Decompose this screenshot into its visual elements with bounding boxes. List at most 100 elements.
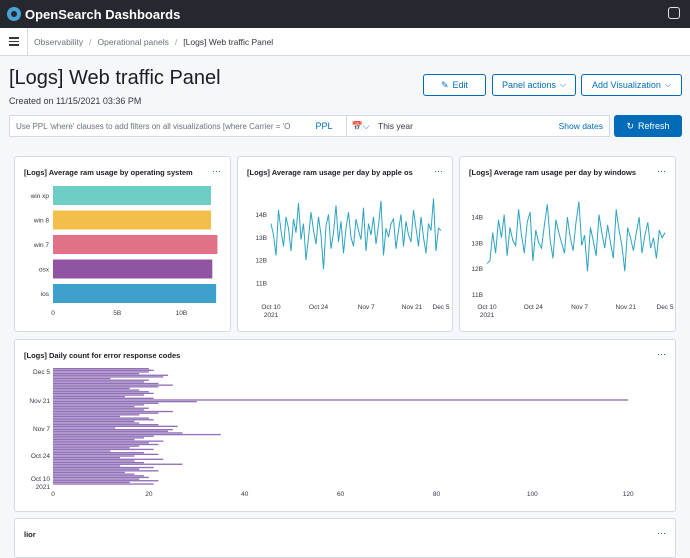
x-tick-label: Dec 5 <box>657 304 674 311</box>
error-count-bar <box>53 376 164 378</box>
error-count-bar <box>53 371 149 373</box>
help-icon[interactable] <box>668 7 680 19</box>
page-title: [Logs] Web traffic Panel <box>9 67 221 89</box>
error-count-bar <box>53 386 159 388</box>
panel-options-icon[interactable]: ⋯ <box>657 349 667 359</box>
breadcrumb-operational-panels[interactable]: Operational panels <box>97 36 169 47</box>
panel-title: [Logs] Average ram usage per day by wind… <box>469 168 636 177</box>
refresh-icon: ↻ <box>626 120 635 131</box>
panel-options-icon[interactable]: ⋯ <box>657 166 667 176</box>
add-visualization-button[interactable]: Add Visualization ⌵ <box>581 74 682 96</box>
panel-title: [Logs] Daily count for error response co… <box>24 351 181 360</box>
pencil-icon: ✎ <box>440 79 449 90</box>
x-tick-label: 2021 <box>480 312 495 319</box>
error-count-bar <box>53 461 145 464</box>
error-count-bar <box>53 394 145 396</box>
refresh-button[interactable]: ↻ Refresh <box>614 115 682 137</box>
category-label: ios <box>41 291 50 298</box>
breadcrumb-separator: / <box>174 36 178 47</box>
error-count-bar <box>53 417 149 419</box>
panel-lior: lior ⋯ <box>14 518 676 558</box>
bar-win-8 <box>53 210 212 230</box>
category-label: win xp <box>30 193 50 200</box>
opensearch-logo-icon <box>7 7 21 21</box>
x-tick-label: 60 <box>337 491 345 498</box>
error-count-bar <box>53 447 130 449</box>
error-count-bar <box>53 476 149 479</box>
y-tick-label: 14B <box>255 212 267 219</box>
top-bar: OpenSearch Dashboards <box>0 0 690 28</box>
error-count-bar <box>53 399 629 401</box>
error-count-bar <box>53 438 135 441</box>
error-count-bar <box>53 377 111 380</box>
panel-title: [Logs] Average ram usage per day by appl… <box>247 168 413 177</box>
error-count-bar <box>53 432 183 434</box>
breadcrumb-observability[interactable]: Observability <box>34 36 84 47</box>
panel-options-icon[interactable]: ⋯ <box>212 166 222 176</box>
date-range-field[interactable]: This year <box>378 121 413 131</box>
error-count-bar <box>53 368 149 370</box>
panel-error-codes: [Logs] Daily count for error response co… <box>14 339 676 512</box>
bar-win-xp <box>53 186 212 205</box>
breadcrumb-separator: / <box>89 36 92 47</box>
error-count-bar <box>53 456 121 459</box>
error-count-bar <box>53 409 145 411</box>
y-tick-label: Oct 10 <box>31 476 51 483</box>
y-tick-label: 11B <box>472 292 483 299</box>
y-tick-label: 12B <box>255 258 267 265</box>
error-count-bar <box>53 440 164 442</box>
panel-options-icon[interactable]: ⋯ <box>434 166 444 176</box>
x-tick-label: 5B <box>113 310 121 317</box>
error-count-bar <box>53 419 154 421</box>
error-count-bar <box>53 455 135 457</box>
error-count-bar <box>53 396 125 398</box>
error-count-bar <box>53 420 135 423</box>
menu-toggle-button[interactable] <box>0 27 28 56</box>
y-tick-label: Dec 5 <box>33 369 50 376</box>
breadcrumb-bar: Observability / Operational panels / [Lo… <box>0 27 690 56</box>
x-tick-label: 100 <box>527 491 538 498</box>
y-tick-label: 13B <box>255 235 267 242</box>
x-tick-label: 10B <box>176 310 188 317</box>
y-tick-label: Oct 24 <box>31 453 51 460</box>
error-count-bar <box>53 480 159 482</box>
brand-name: OpenSearch Dashboards <box>25 6 181 22</box>
error-count-bar <box>53 397 154 400</box>
hamburger-icon <box>8 37 19 39</box>
y-tick-label: 11B <box>256 280 267 287</box>
error-count-bar <box>53 465 121 467</box>
bar-win-7 <box>53 235 218 254</box>
edit-button[interactable]: ✎ Edit <box>423 74 486 96</box>
category-label: win 7 <box>33 242 50 249</box>
x-tick-label: Nov 7 <box>358 304 375 311</box>
ppl-filter-input[interactable]: Use PPL 'where' clauses to add filters o… <box>16 121 291 131</box>
app-logo[interactable]: OpenSearch Dashboards <box>7 7 180 22</box>
show-dates-link[interactable]: Show dates <box>558 121 603 131</box>
error-count-bar <box>53 410 173 413</box>
panel-options-icon[interactable]: ⋯ <box>657 528 667 538</box>
error-count-bar <box>53 468 140 470</box>
error-count-bar <box>53 466 154 469</box>
breadcrumb-current: [Logs] Web traffic Panel <box>183 36 274 47</box>
error-count-bar <box>53 428 173 431</box>
error-count-bar <box>53 369 154 371</box>
calendar-icon[interactable]: 📅⌵ <box>346 116 374 136</box>
x-tick-label: Oct 10 <box>261 304 281 311</box>
error-count-bar <box>53 387 130 390</box>
x-tick-label: 0 <box>51 310 55 317</box>
y-tick-label: 12B <box>471 266 483 273</box>
error-count-bar <box>53 463 183 465</box>
error-count-bar <box>53 402 159 404</box>
y-tick-label: 2021 <box>36 484 51 491</box>
error-count-bar <box>53 478 140 480</box>
error-count-bar <box>53 445 140 447</box>
x-tick-label: Oct 24 <box>524 304 544 311</box>
error-count-bar <box>53 470 159 472</box>
panel-ram-apple: [Logs] Average ram usage per day by appl… <box>237 156 453 332</box>
error-count-bar <box>53 392 154 395</box>
panel-actions-button[interactable]: Panel actions ⌵ <box>492 74 576 96</box>
x-tick-label: Oct 24 <box>309 304 329 311</box>
error-codes-chart: 0 20 40 60 80 100 120 Dec 5 Nov 21 Nov 7 Oct 24 Oct… <box>29 368 634 498</box>
chevron-down-icon: ⌵ <box>664 80 671 89</box>
x-tick-label: 2021 <box>264 312 279 319</box>
